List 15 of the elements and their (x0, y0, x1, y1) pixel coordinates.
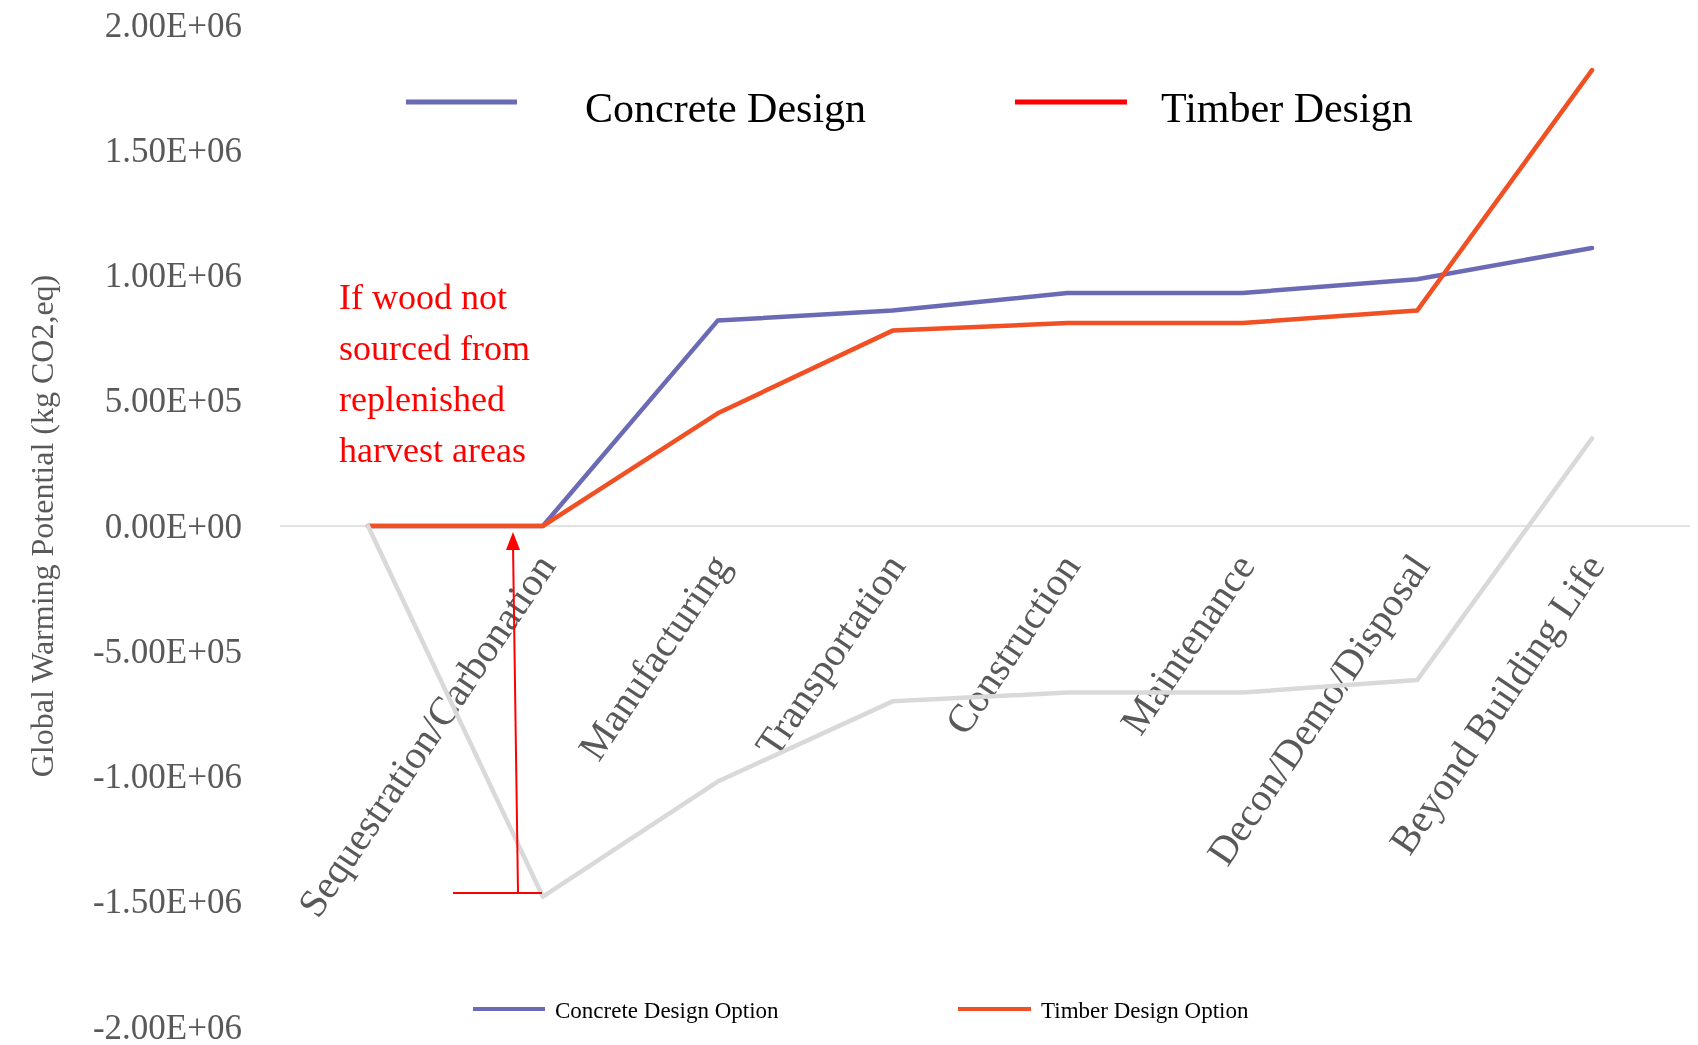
y-tick-label: -1.00E+06 (92, 757, 242, 796)
y-tick-label: 1.50E+06 (104, 130, 242, 170)
y-axis-title: Global Warming Potential (kg CO2,eq) (24, 274, 60, 778)
y-tick-label: -1.50E+06 (92, 882, 242, 922)
y-tick-label: 5.00E+05 (104, 381, 242, 421)
legend-label: Timber Design Option (1041, 997, 1249, 1023)
y-tick-label: 2.00E+06 (104, 5, 242, 45)
y-tick-label: 0.00E+00 (104, 506, 242, 546)
legend-label: Concrete Design Option (555, 997, 780, 1023)
annotation: Timber Design (1161, 85, 1413, 131)
y-tick-label: -5.00E+05 (92, 631, 242, 671)
annotation: Concrete Design (585, 85, 867, 131)
annotation: If wood not sourced from replenished harvest areas (339, 277, 530, 470)
y-tick-label: 1.00E+06 (104, 256, 242, 295)
y-tick-label: -2.00E+06 (92, 1007, 242, 1045)
